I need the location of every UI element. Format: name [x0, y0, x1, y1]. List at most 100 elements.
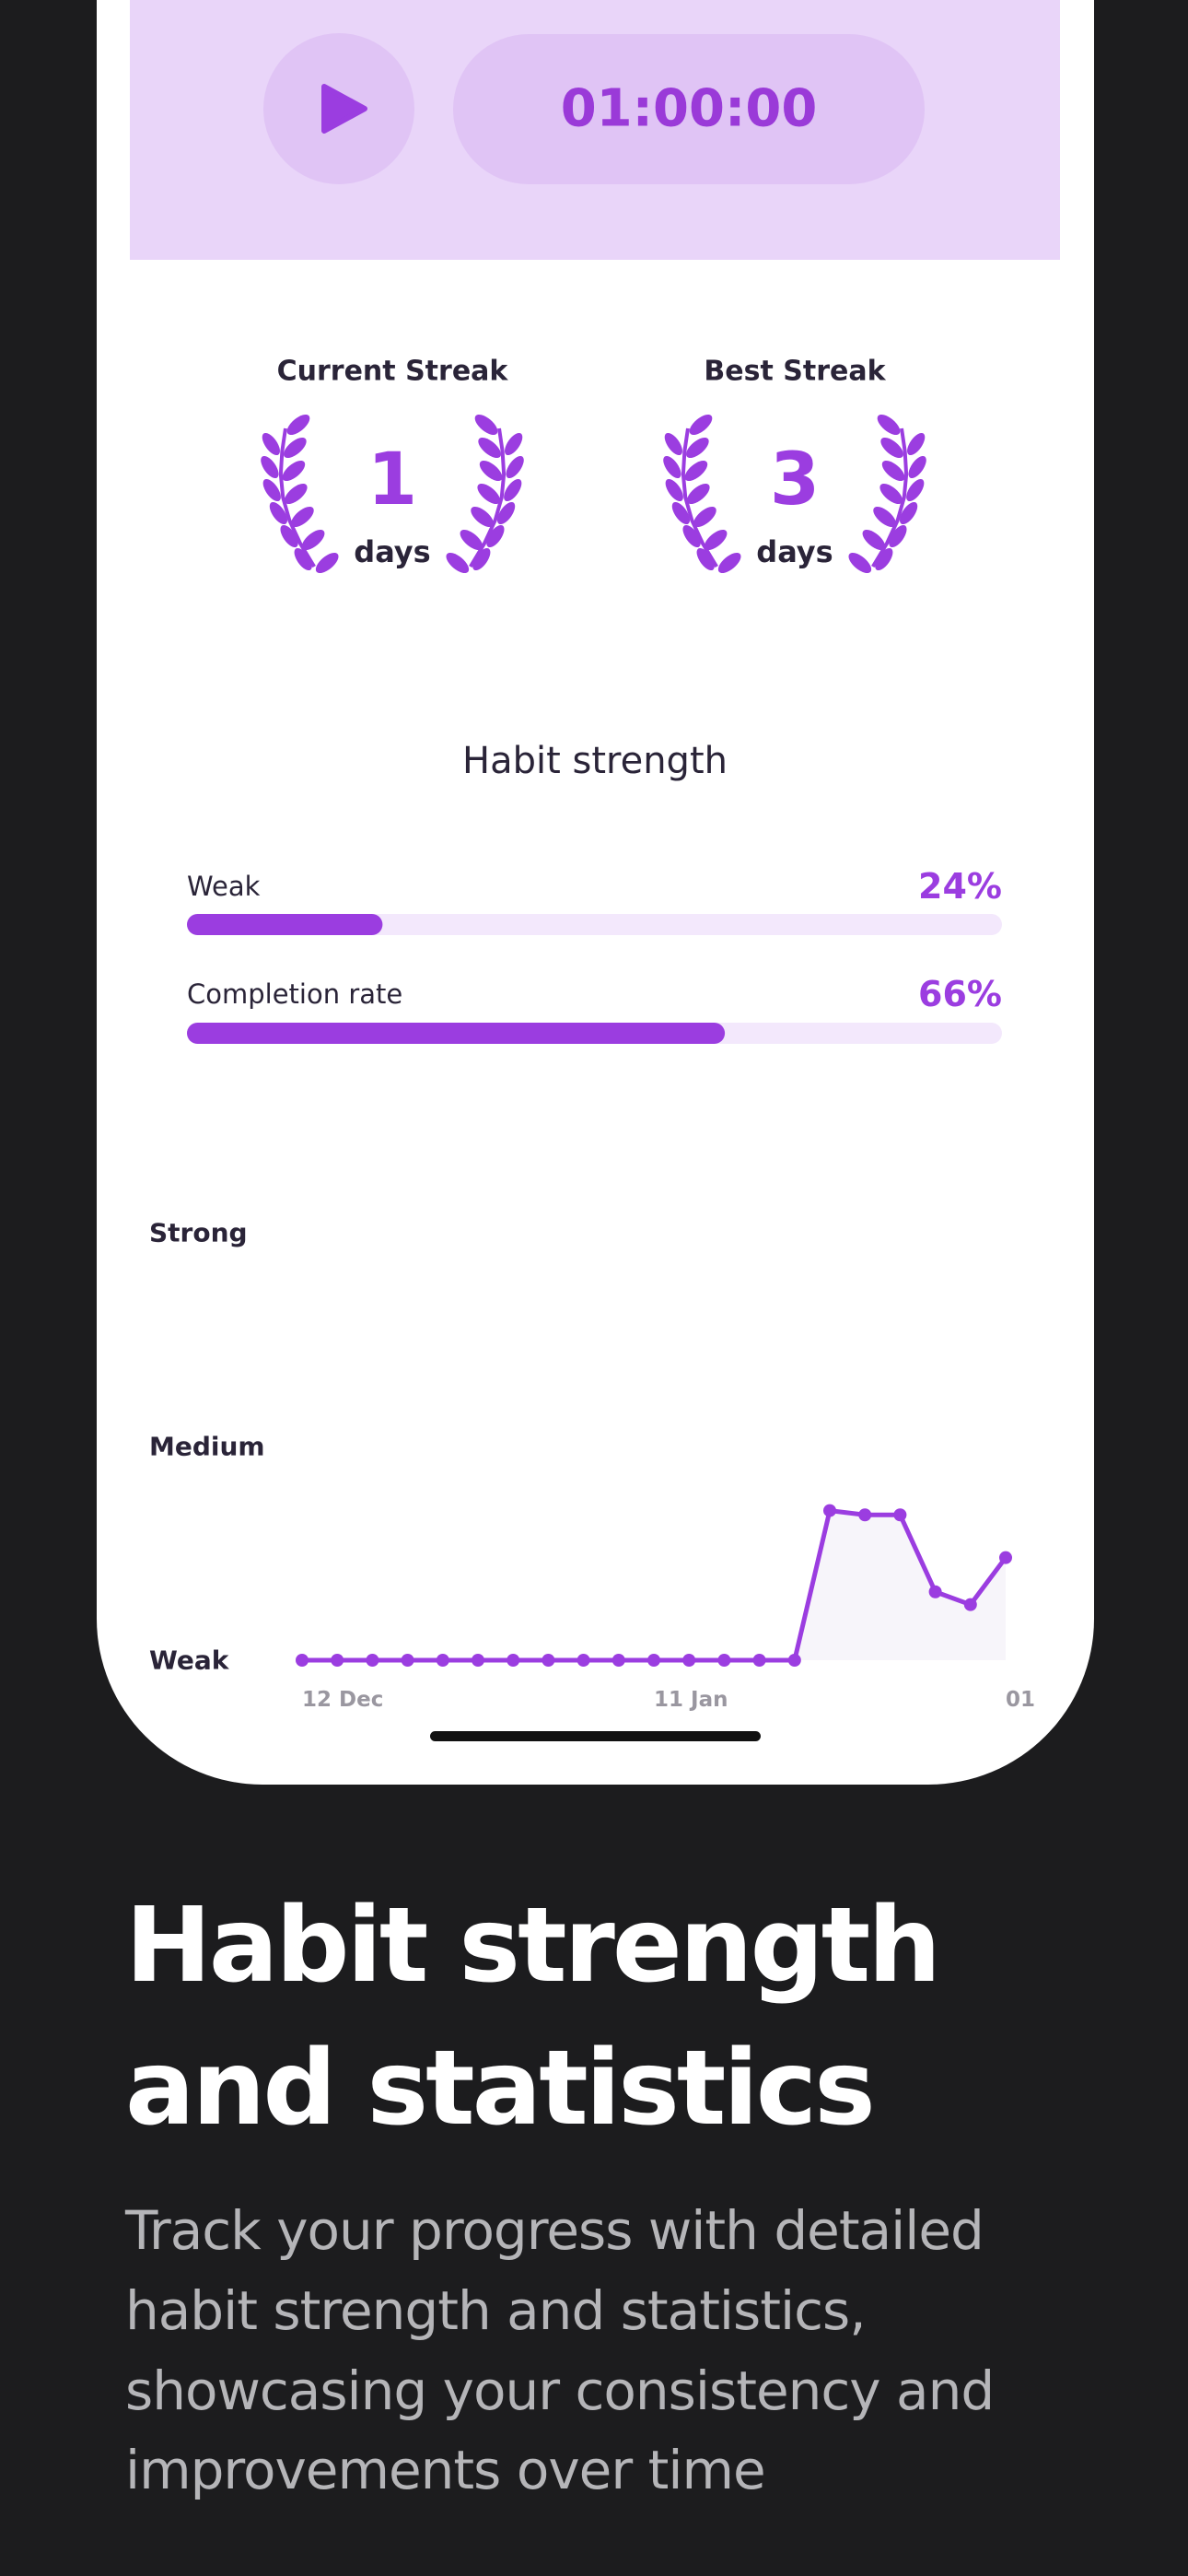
description: improvements over time [125, 2439, 765, 2501]
line-area [302, 1510, 1006, 1660]
laurel-leaf [301, 529, 325, 551]
phone-screen [97, 0, 1094, 1785]
laurel-leaf [496, 501, 516, 525]
laurel-leaf [696, 547, 715, 571]
laurel-leaf [899, 501, 918, 525]
laurel-leaf [284, 437, 307, 459]
line-point [296, 1654, 309, 1667]
bar-fill [187, 914, 383, 935]
streak-unit: days [756, 534, 833, 569]
home-indicator [430, 1731, 761, 1741]
headline: and statistics [125, 2029, 873, 2149]
bar-value-label: 24% [918, 866, 1002, 907]
laurel-leaf [486, 524, 505, 548]
laurel-leaf [665, 478, 683, 502]
line-point [401, 1654, 414, 1667]
timer-text: 01:00:00 [561, 79, 818, 139]
streak-title: Current Streak [277, 356, 509, 388]
laurel-leaf [262, 478, 281, 502]
laurel-leaf [693, 506, 716, 528]
streak-title: Best Streak [704, 356, 886, 388]
laurel-leaf [474, 414, 498, 436]
laurel-leaf [873, 506, 896, 528]
line-point [436, 1654, 449, 1667]
description: showcasing your consistency and [125, 2359, 994, 2422]
laurel-leaf [479, 460, 503, 482]
laurel-leaf [446, 552, 470, 574]
laurel-leaf [286, 414, 310, 436]
laurel-leaf [686, 483, 710, 505]
laurel-leaf [881, 460, 905, 482]
line-point [893, 1508, 907, 1522]
laurel-leaf [262, 432, 280, 456]
laurel-leaf [880, 437, 903, 459]
line-point [611, 1654, 625, 1667]
line-point [717, 1654, 731, 1667]
line-point [823, 1504, 836, 1517]
streak-value: 3 [770, 439, 820, 521]
line-point [331, 1654, 344, 1667]
laurel-leaf [663, 455, 681, 479]
bar-value-label: 66% [918, 974, 1002, 1014]
bar-track [187, 914, 1002, 935]
line-point [472, 1654, 484, 1667]
laurel-leaf [908, 455, 926, 479]
laurel-leaf [294, 547, 312, 571]
streak-value: 1 [367, 439, 417, 521]
laurel-leaf [284, 483, 308, 505]
laurel-leaf [478, 437, 501, 459]
description: habit strength and statistics, [125, 2279, 866, 2342]
laurel-leaf [505, 432, 523, 456]
laurel-leaf [471, 506, 494, 528]
laurel-leaf [664, 432, 682, 456]
laurel-leaf [460, 529, 483, 551]
laurel-leaf [906, 478, 925, 502]
line-point [752, 1654, 766, 1667]
x-tick-label: 11 Jan [654, 1688, 728, 1712]
y-tick-label: Weak [149, 1645, 230, 1676]
laurel-leaf [907, 432, 926, 456]
line-point [858, 1508, 872, 1522]
laurel-leaf [269, 501, 288, 525]
laurel-stem [871, 427, 909, 568]
laurel-leaf [686, 437, 709, 459]
line-point [577, 1654, 590, 1667]
section-title: Habit strength [462, 740, 728, 782]
line-point [682, 1654, 696, 1667]
laurel-stem [469, 427, 507, 568]
laurel-leaf [877, 414, 901, 436]
line-point [542, 1654, 555, 1667]
line-point [999, 1551, 1012, 1564]
bar-fill [187, 1023, 726, 1044]
headline: Habit strength [125, 1886, 938, 2006]
line-point [928, 1585, 942, 1598]
description: Track your progress with detailed [124, 2199, 984, 2262]
bar-label: Completion rate [187, 978, 402, 1010]
laurel-leaf [684, 460, 708, 482]
bar-label: Weak [187, 871, 261, 902]
laurel-leaf [689, 414, 713, 436]
laurel-leaf [682, 524, 701, 548]
line-point [787, 1654, 801, 1667]
laurel-leaf [875, 547, 893, 571]
y-tick-label: Medium [149, 1432, 265, 1462]
streak-unit: days [354, 534, 430, 569]
laurel-leaf [291, 506, 314, 528]
x-tick-label: 01 [1006, 1688, 1035, 1712]
laurel-leaf [504, 478, 522, 502]
laurel-leaf [879, 483, 903, 505]
timer-pill [453, 34, 925, 184]
laurel-leaf [506, 455, 524, 479]
laurel-leaf [671, 501, 691, 525]
laurel-leaf [282, 460, 306, 482]
laurel-leaf [477, 483, 501, 505]
play-icon [321, 84, 367, 134]
laurel-leaf [704, 529, 728, 551]
laurel-leaf [889, 524, 907, 548]
laurel-leaf [472, 547, 491, 571]
y-tick-label: Strong [149, 1218, 248, 1248]
x-tick-label: 12 Dec [302, 1688, 383, 1712]
laurel-stem [278, 427, 316, 568]
laurel-stem [681, 427, 718, 568]
